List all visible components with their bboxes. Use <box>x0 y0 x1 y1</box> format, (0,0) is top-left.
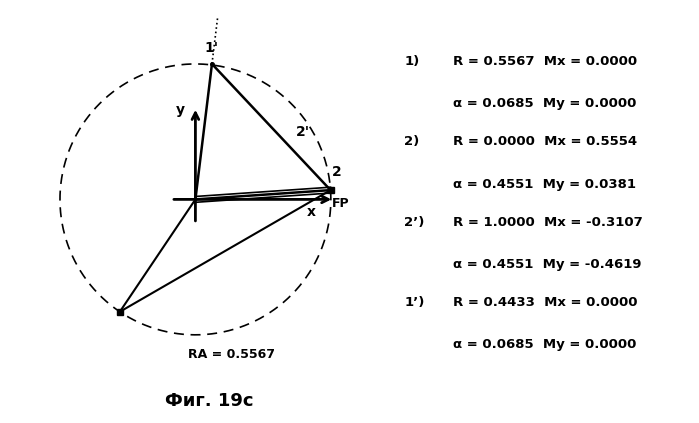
Text: R = 0.5567  Mx = 0.0000: R = 0.5567 Mx = 0.0000 <box>452 55 637 68</box>
Text: FP: FP <box>332 197 350 210</box>
Text: RA = 0.5567: RA = 0.5567 <box>189 348 275 360</box>
Text: R = 0.0000  Mx = 0.5554: R = 0.0000 Mx = 0.5554 <box>452 135 637 148</box>
Text: y: y <box>176 103 185 117</box>
Text: R = 0.4433  Mx = 0.0000: R = 0.4433 Mx = 0.0000 <box>452 296 637 309</box>
Text: α = 0.4551  My = -0.4619: α = 0.4551 My = -0.4619 <box>452 258 641 271</box>
Text: x: x <box>307 206 315 220</box>
Text: 1’): 1’) <box>405 296 425 309</box>
Text: 2: 2 <box>332 165 342 179</box>
Text: α = 0.4551  My = 0.0381: α = 0.4551 My = 0.0381 <box>452 178 635 191</box>
Text: 2': 2' <box>296 125 310 139</box>
Text: 1): 1) <box>405 55 419 68</box>
Text: Фиг. 19с: Фиг. 19с <box>166 392 254 410</box>
Text: R = 1.0000  Mx = -0.3107: R = 1.0000 Mx = -0.3107 <box>452 216 642 229</box>
Text: α = 0.0685  My = 0.0000: α = 0.0685 My = 0.0000 <box>452 338 636 352</box>
Text: 1': 1' <box>205 41 219 55</box>
Text: α = 0.0685  My = 0.0000: α = 0.0685 My = 0.0000 <box>452 97 636 110</box>
Text: 2’): 2’) <box>405 216 425 229</box>
Text: 2): 2) <box>405 135 419 148</box>
